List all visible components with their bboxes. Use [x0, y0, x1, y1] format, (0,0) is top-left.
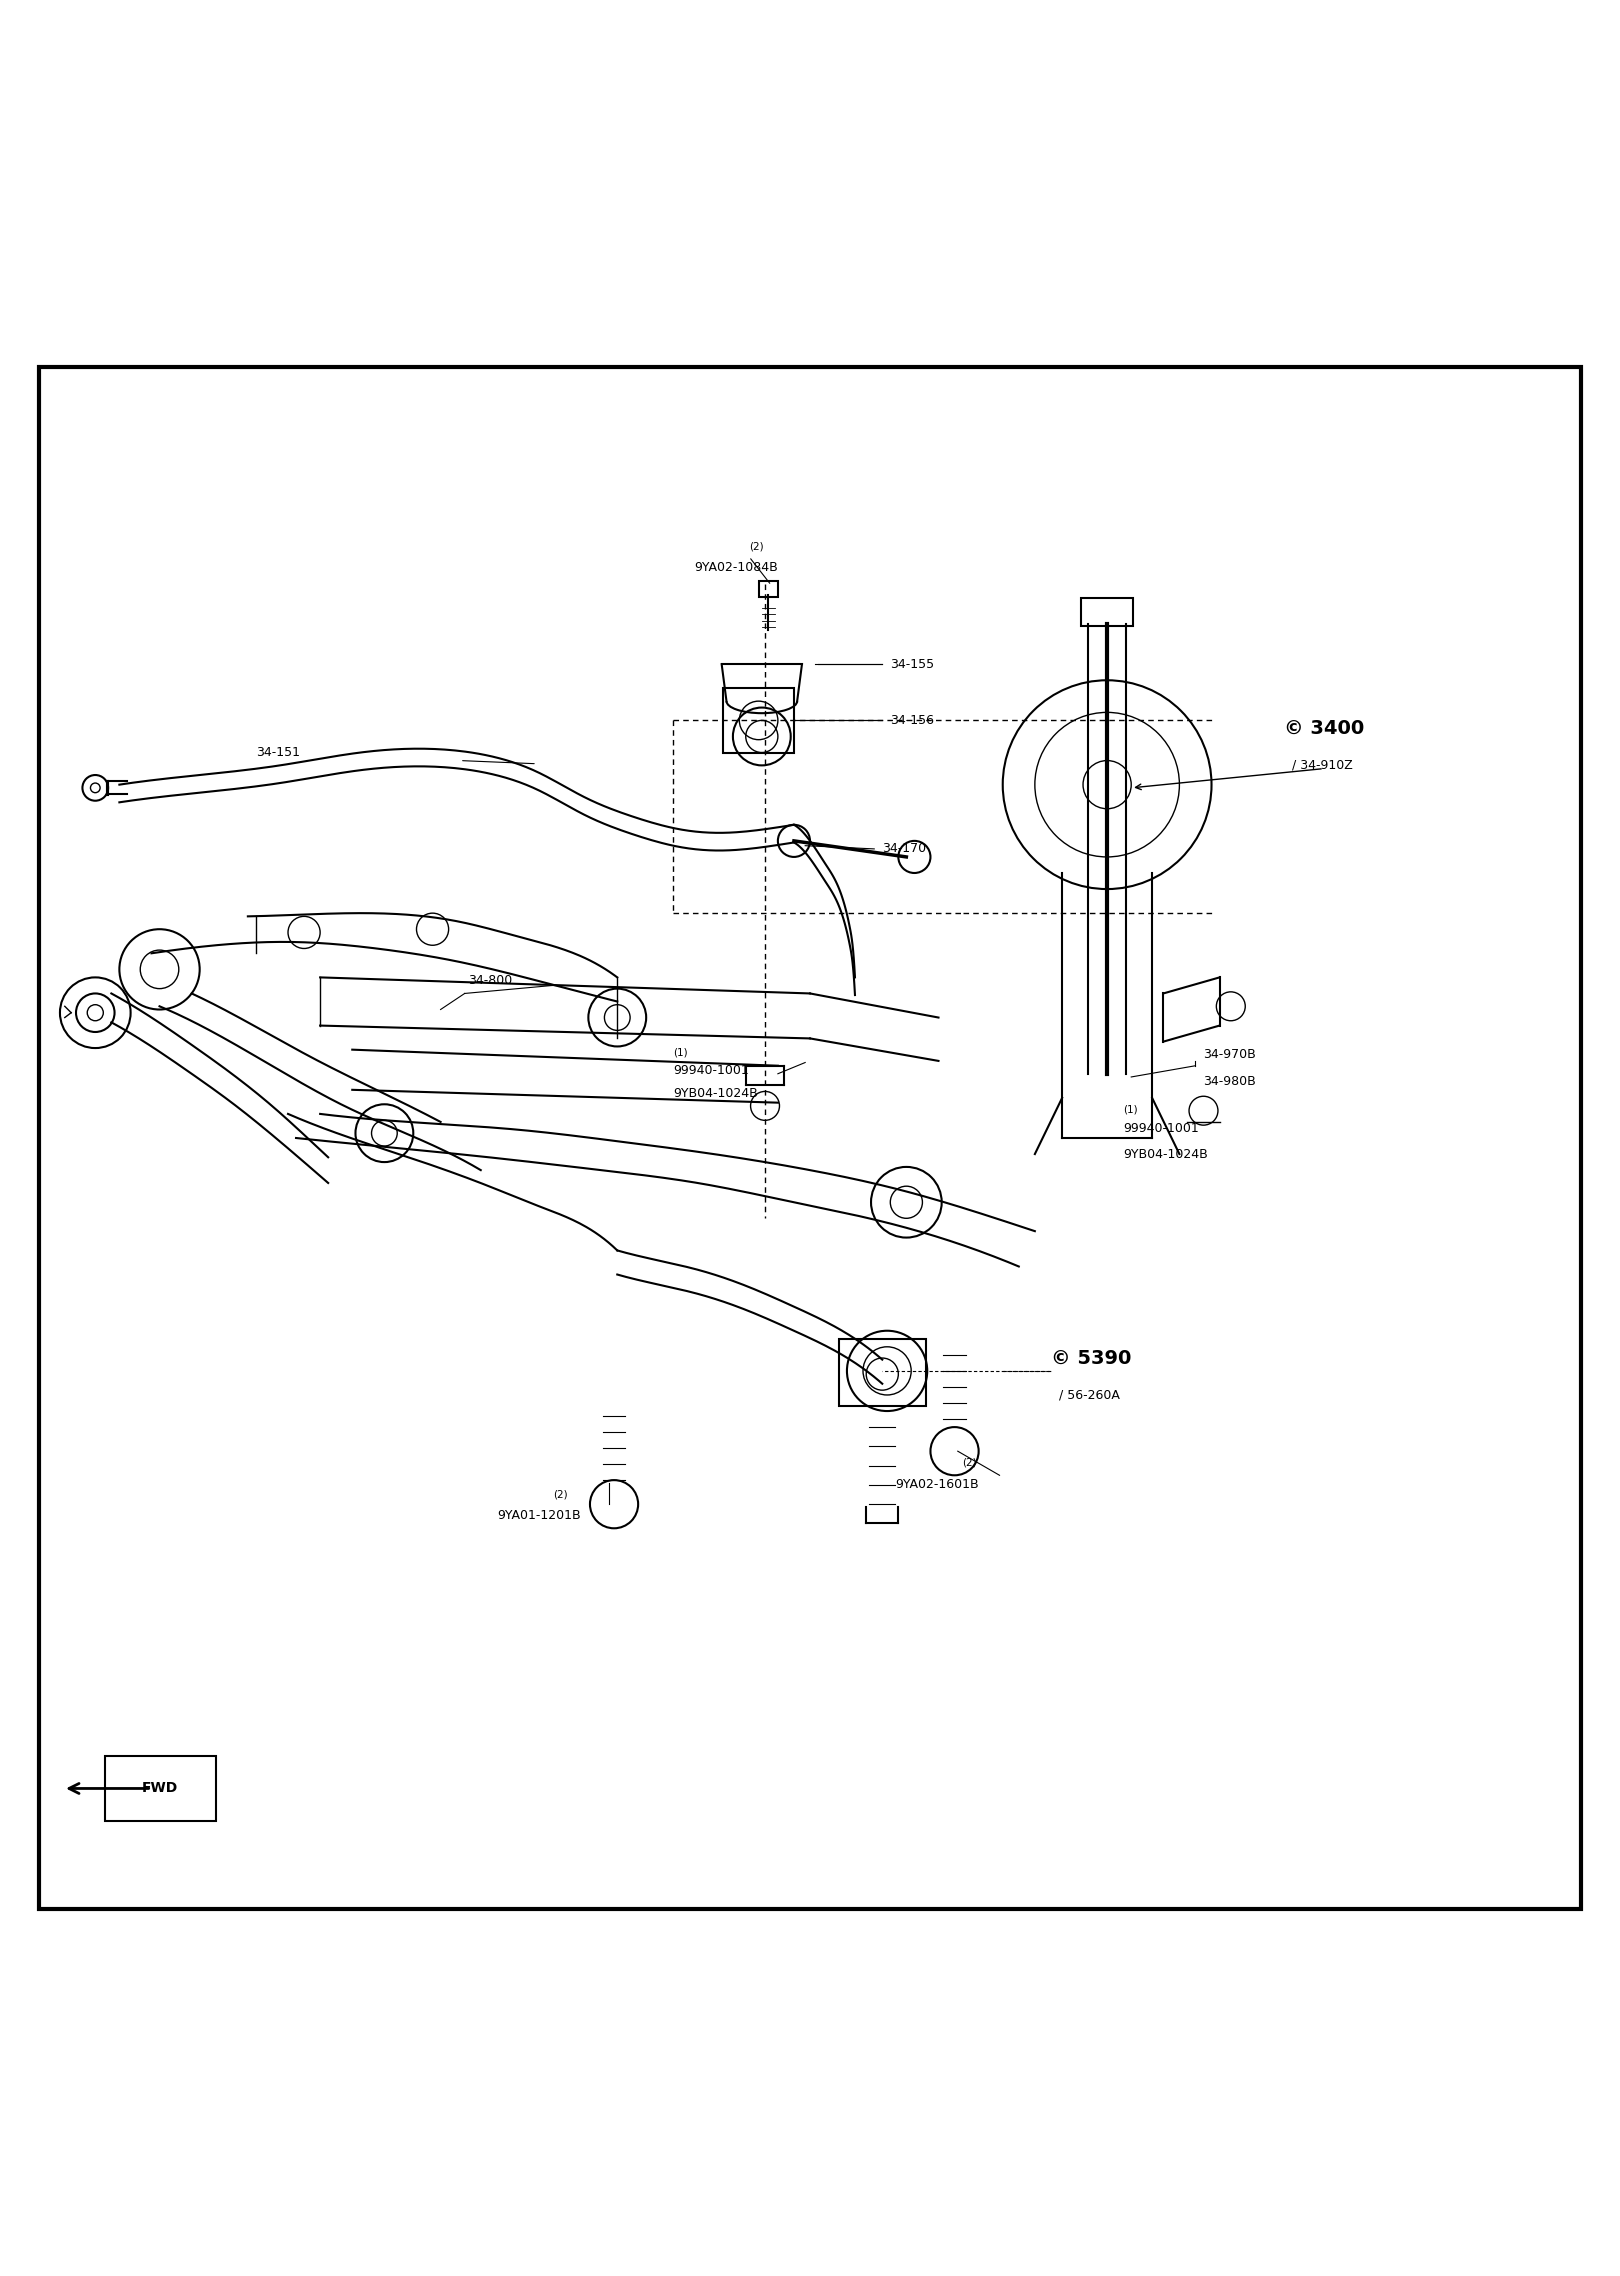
- Circle shape: [91, 783, 100, 792]
- Text: FWD: FWD: [141, 1782, 178, 1796]
- Text: (1): (1): [674, 1047, 688, 1058]
- Text: 34-155: 34-155: [891, 658, 935, 671]
- Text: (2): (2): [962, 1457, 977, 1468]
- Text: 9YA01-1201B: 9YA01-1201B: [497, 1509, 580, 1523]
- Text: 34-800: 34-800: [468, 974, 512, 988]
- Text: 34-970B: 34-970B: [1204, 1047, 1256, 1061]
- Text: 9YB04-1024B: 9YB04-1024B: [674, 1086, 758, 1099]
- Text: © 3400: © 3400: [1283, 719, 1364, 737]
- Text: 34-980B: 34-980B: [1204, 1074, 1256, 1088]
- Text: © 5390: © 5390: [1051, 1350, 1131, 1368]
- Text: 99940-1001: 99940-1001: [1123, 1122, 1199, 1136]
- Text: / 34-910Z: / 34-910Z: [1291, 758, 1353, 772]
- Text: (2): (2): [748, 542, 763, 553]
- Text: 99940-1001: 99940-1001: [674, 1065, 748, 1077]
- Text: 34-151: 34-151: [256, 747, 300, 758]
- Circle shape: [87, 1004, 104, 1020]
- Text: 9YA02-1601B: 9YA02-1601B: [896, 1479, 978, 1491]
- Text: 9YA02-1084B: 9YA02-1084B: [695, 562, 778, 574]
- Text: 34-170: 34-170: [883, 842, 927, 856]
- Text: (1): (1): [1123, 1104, 1137, 1113]
- Text: 9YB04-1024B: 9YB04-1024B: [1123, 1147, 1209, 1161]
- Text: (2): (2): [552, 1489, 567, 1500]
- Text: 34-156: 34-156: [891, 715, 935, 726]
- Text: / 56-260A: / 56-260A: [1059, 1388, 1119, 1402]
